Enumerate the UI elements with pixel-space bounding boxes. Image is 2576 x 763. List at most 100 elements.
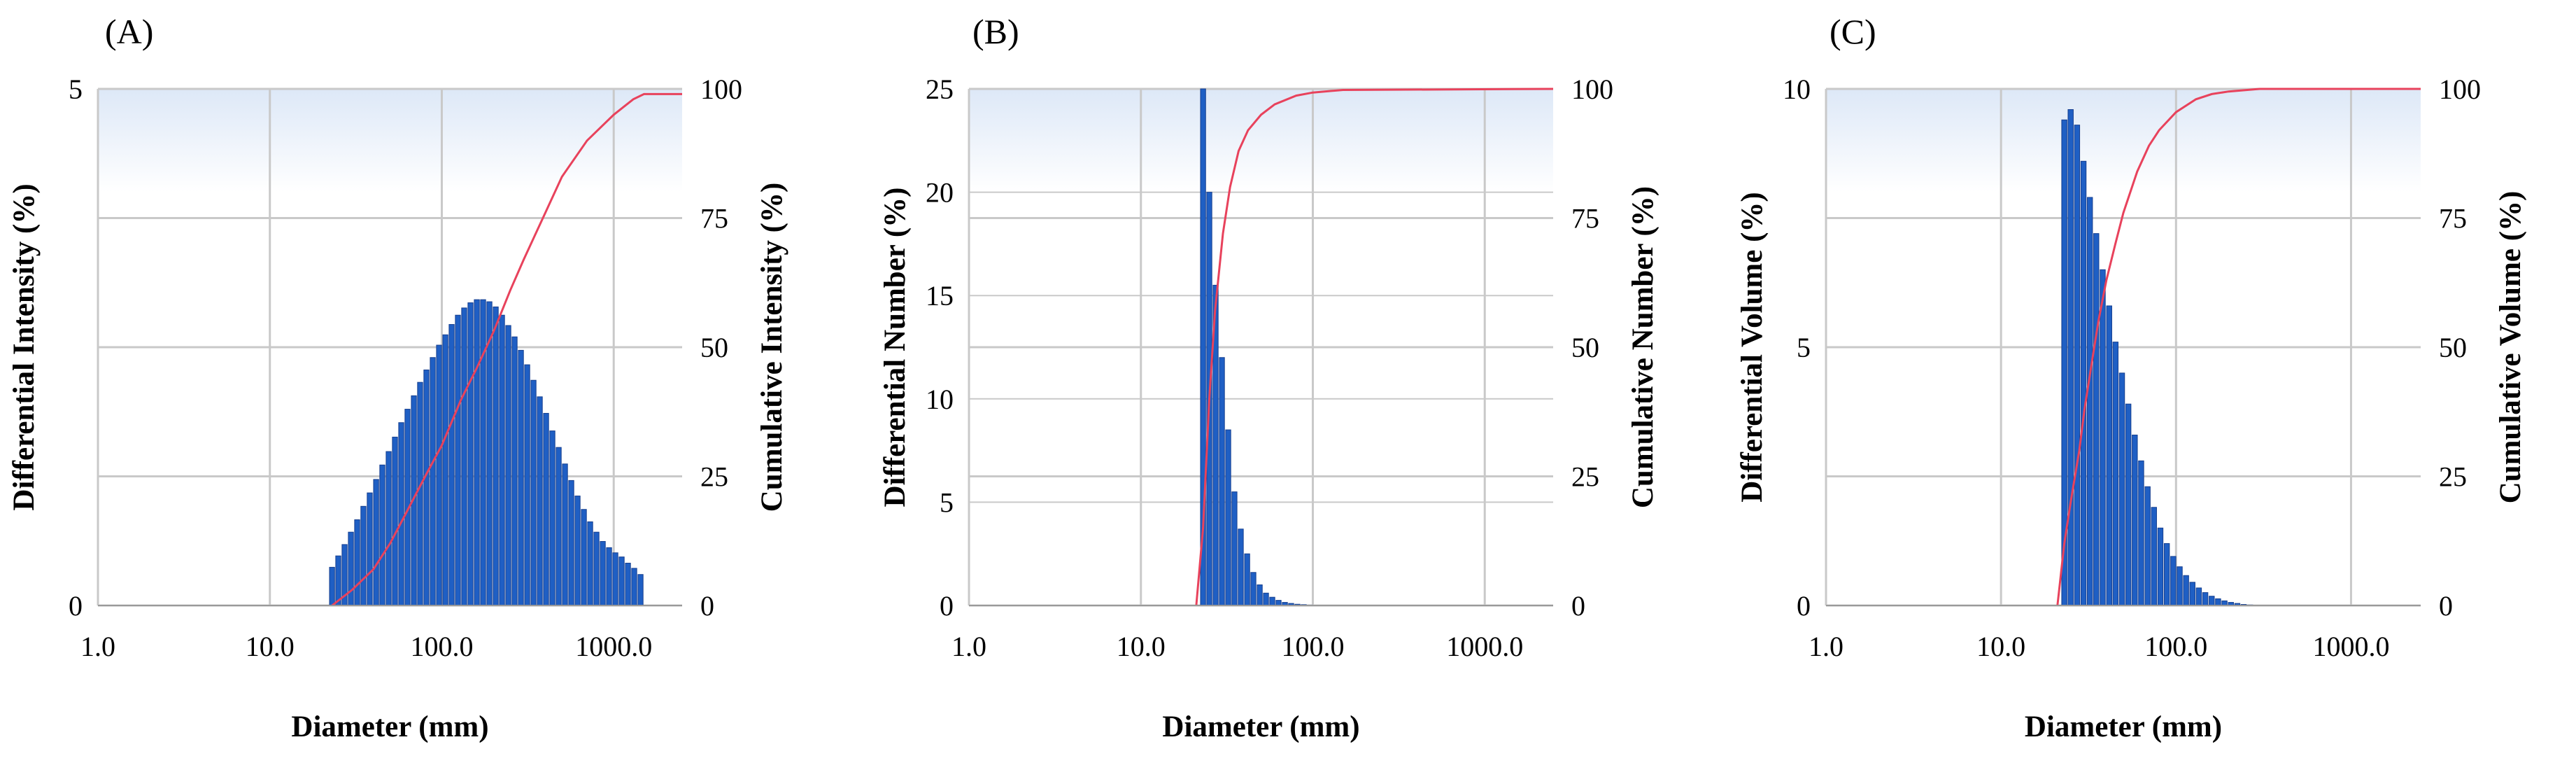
y2-axis-title: Cumulative Volume (%) (2494, 191, 2527, 504)
histogram-bar (612, 552, 618, 606)
histogram-bar (1263, 592, 1269, 606)
histogram-bar (461, 307, 467, 606)
histogram-bar (2100, 269, 2106, 606)
histogram-bar (555, 447, 562, 606)
y2-tick-label: 25 (700, 461, 728, 493)
histogram-bar (2189, 582, 2195, 606)
chart-panel-2: (B) 1.0 10.0 100.0 1000.0 0 5 10 15 20 25 0 25 50 75 10… (879, 12, 1659, 743)
histogram-bar (543, 412, 549, 606)
panel-label: (B) (972, 12, 1019, 51)
histogram-bar (537, 396, 543, 606)
y-tick-label: 15 (926, 280, 954, 312)
y2-tick-label: 75 (1571, 203, 1599, 234)
chart-panel-1: (A)1.0 10.0 100.0 1000.0050255075100Diamete… (8, 12, 788, 743)
histogram-bar (2209, 596, 2215, 606)
histogram-bar (1257, 584, 1263, 606)
histogram-bar (1231, 491, 1238, 606)
x-tick-label: 1000.0 (575, 631, 652, 662)
histogram-bar (2112, 342, 2119, 606)
y-tick-label: 10 (926, 384, 954, 415)
y2-tick-label: 25 (2439, 461, 2467, 493)
y2-tick-label: 0 (2439, 590, 2453, 622)
histogram-bar (2106, 305, 2112, 606)
panel-label: (A) (105, 12, 153, 51)
histogram-bar (2215, 598, 2221, 606)
histogram-bar (587, 521, 593, 606)
histogram-bar (574, 496, 581, 606)
histogram-bar (2125, 403, 2132, 606)
histogram-bar (392, 436, 398, 606)
histogram-bar (367, 492, 373, 606)
y2-tick-label: 100 (700, 74, 742, 105)
histogram-bar (1269, 596, 1275, 606)
y2-tick-label: 75 (2439, 203, 2467, 234)
y-tick-label: 0 (69, 590, 83, 622)
histogram-bar (2163, 542, 2170, 606)
histogram-bar (2195, 587, 2202, 606)
histogram-bar (2177, 566, 2183, 606)
histogram-bar (2138, 460, 2144, 606)
histogram-bar (398, 422, 404, 606)
x-tick-label: 1.0 (80, 631, 115, 662)
histogram-bar (2086, 197, 2093, 606)
y2-tick-label: 75 (700, 203, 728, 234)
histogram-bar (448, 324, 455, 606)
histogram-bar (455, 314, 461, 606)
histogram-bar (493, 306, 499, 606)
x-tick-label: 10.0 (1976, 631, 2025, 662)
histogram-bar (1275, 600, 1282, 606)
histogram-bar (373, 479, 379, 606)
histogram-bar (562, 463, 568, 606)
y-tick-label: 5 (69, 74, 83, 105)
histogram-bar (600, 540, 606, 606)
y2-tick-label: 0 (700, 590, 714, 622)
histogram-bar (2118, 372, 2125, 606)
histogram-bar (480, 299, 486, 606)
y-tick-label: 10 (1783, 74, 1811, 105)
x-tick-label: 1000.0 (1446, 631, 1523, 662)
y-tick-label: 25 (926, 74, 954, 105)
y2-tick-label: 50 (2439, 332, 2467, 363)
y2-axis-title: Cumulative Number (%) (1627, 186, 1659, 508)
y-tick-label: 5 (940, 486, 954, 518)
x-tick-label: 10.0 (1117, 631, 1166, 662)
histogram-bar (436, 344, 442, 606)
histogram-bar (2093, 233, 2100, 606)
histogram-bar (499, 314, 505, 606)
x-axis-title: Diameter (mm) (1162, 710, 1359, 743)
y2-tick-label: 0 (1571, 590, 1585, 622)
histogram-bar (329, 566, 335, 606)
histogram-bar (2080, 160, 2087, 606)
histogram-bar (354, 519, 360, 606)
histogram-bar (618, 556, 625, 606)
x-tick-label: 1.0 (951, 631, 986, 662)
y2-tick-label: 25 (1571, 461, 1599, 493)
histogram-bar (2144, 486, 2151, 606)
histogram-bar (379, 464, 385, 606)
panel-label: (C) (1830, 12, 1876, 51)
histogram-bar (568, 479, 574, 606)
y2-tick-label: 100 (2439, 74, 2481, 105)
histogram-bar (2151, 507, 2157, 606)
histogram-bar (430, 357, 436, 606)
histogram-bar (385, 451, 392, 606)
histogram-bar (1219, 357, 1225, 606)
histogram-bar (348, 531, 354, 606)
histogram-bar (442, 334, 448, 606)
y-axis-title: Differential Number (%) (879, 188, 912, 507)
histogram-bar (518, 349, 524, 606)
cumulative-line (2056, 88, 2421, 606)
histogram-bar (593, 531, 600, 606)
histogram-bar (505, 325, 511, 606)
cumulative-line (331, 92, 682, 607)
y-axis-title: Differential Intensity (%) (8, 183, 41, 510)
y-tick-label: 5 (1797, 332, 1811, 363)
x-axis-title: Diameter (mm) (2025, 710, 2222, 743)
histogram-bar (2157, 527, 2164, 606)
y-tick-label: 0 (940, 590, 954, 622)
histogram-bar (549, 430, 555, 606)
histogram-bar (2183, 575, 2189, 606)
histogram-bar (2067, 109, 2074, 606)
histogram-bar (1250, 572, 1257, 606)
